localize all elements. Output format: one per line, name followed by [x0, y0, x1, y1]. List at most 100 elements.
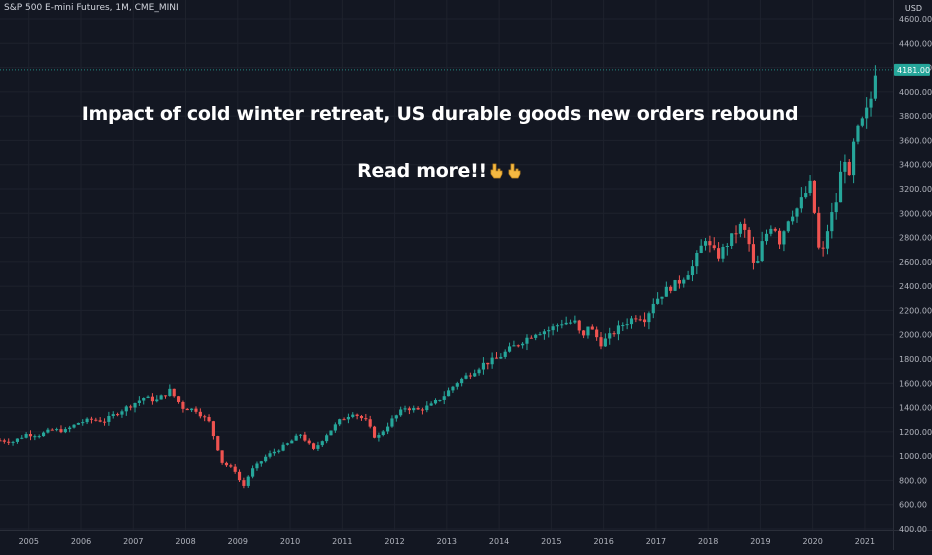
candle-up: [455, 383, 459, 387]
last-price-label: 4181.00: [897, 66, 930, 75]
candle-up: [320, 441, 324, 446]
candle-up: [338, 419, 342, 425]
symbol-title[interactable]: S&P 500 E-mini Futures, 1M, CME_MINI: [4, 3, 179, 13]
read-more-link[interactable]: Read more!!: [357, 160, 487, 182]
candle-up: [699, 245, 703, 253]
candle-up: [808, 180, 812, 194]
candle-up: [168, 388, 172, 396]
y-tick-label: 600.00: [899, 501, 927, 510]
pointing-down-hand-icon: [506, 163, 523, 180]
candle-up: [442, 396, 446, 400]
candle-down: [59, 429, 63, 433]
candle-down: [194, 408, 198, 412]
candle-up: [725, 245, 729, 247]
candle-down: [242, 480, 246, 486]
candle-down: [224, 462, 229, 466]
candle-up: [63, 429, 67, 433]
candle-up: [873, 75, 877, 99]
candle-down: [708, 241, 712, 246]
candle-up: [11, 441, 15, 443]
candle-down: [207, 417, 211, 422]
currency-label: USD: [904, 4, 922, 13]
candle-up: [838, 171, 843, 203]
candle-down: [198, 411, 202, 417]
candle-up: [76, 422, 80, 425]
candle-up: [272, 451, 276, 454]
candle-up: [159, 395, 163, 400]
candle-up: [738, 223, 742, 234]
y-tick-label: 3600.00: [899, 136, 932, 145]
candle-up: [673, 280, 677, 291]
candle-up: [259, 461, 263, 464]
x-tick-label: 2011: [332, 537, 352, 546]
candle-down: [216, 436, 220, 451]
candle-up: [268, 453, 272, 457]
y-tick-label: 3000.00: [899, 209, 932, 218]
candle-up: [438, 399, 442, 401]
candle-up: [795, 208, 799, 217]
candle-down: [185, 408, 189, 411]
candle-up: [852, 141, 856, 176]
candle-up: [721, 246, 725, 259]
candle-down: [50, 429, 54, 431]
y-tick-label: 4400.00: [899, 39, 932, 48]
candle-down: [211, 421, 215, 437]
x-tick-label: 2014: [489, 537, 509, 546]
candle-up: [564, 322, 568, 325]
candle-up: [333, 424, 337, 431]
candle-down: [311, 443, 316, 449]
candle-up: [499, 356, 503, 359]
candle-up: [682, 279, 686, 284]
read-more-line[interactable]: Read more!!: [0, 160, 880, 182]
candle-up: [834, 202, 838, 213]
candle-down: [364, 418, 368, 420]
candle-up: [473, 373, 477, 377]
candle-up: [551, 326, 555, 331]
y-tick-label: 1600.00: [899, 379, 932, 388]
candle-up: [46, 429, 50, 433]
y-tick-label: 2200.00: [899, 306, 932, 315]
candle-down: [407, 408, 411, 411]
candle-up: [608, 333, 612, 339]
candle-down: [712, 245, 716, 249]
candle-down: [743, 223, 747, 230]
candle-down: [773, 228, 777, 231]
y-tick-label: 400.00: [899, 525, 927, 534]
candle-up: [651, 303, 655, 314]
candle-down: [612, 333, 616, 335]
candle-up: [264, 456, 268, 462]
candle-up: [560, 324, 564, 326]
headline-text: Impact of cold winter retreat, US durabl…: [81, 103, 799, 125]
x-tick-label: 2012: [384, 537, 404, 546]
candle-up: [647, 313, 651, 323]
candle-up: [534, 334, 538, 338]
candle-down: [0, 440, 2, 442]
candle-up: [294, 435, 298, 441]
candle-up: [542, 331, 546, 335]
candle-up: [464, 375, 468, 379]
candle-up: [460, 378, 464, 384]
candle-up: [481, 362, 486, 370]
candle-up: [381, 431, 385, 436]
candle-down: [416, 408, 420, 410]
candle-up: [403, 408, 407, 410]
candle-up: [656, 298, 660, 304]
candle-down: [717, 248, 721, 259]
candle-down: [677, 280, 681, 284]
candle-down: [220, 450, 224, 463]
candle-down: [486, 362, 490, 365]
candle-up: [155, 399, 159, 402]
candle-down: [28, 434, 33, 437]
candle-up: [37, 436, 41, 438]
y-tick-label: 2000.00: [899, 331, 932, 340]
candle-down: [303, 434, 307, 441]
candle-up: [33, 436, 37, 438]
candle-up: [830, 212, 834, 232]
candle-up: [512, 345, 516, 347]
candle-up: [756, 261, 760, 263]
candle-up: [521, 343, 525, 346]
candle-down: [372, 426, 377, 438]
candle-down: [494, 357, 499, 359]
